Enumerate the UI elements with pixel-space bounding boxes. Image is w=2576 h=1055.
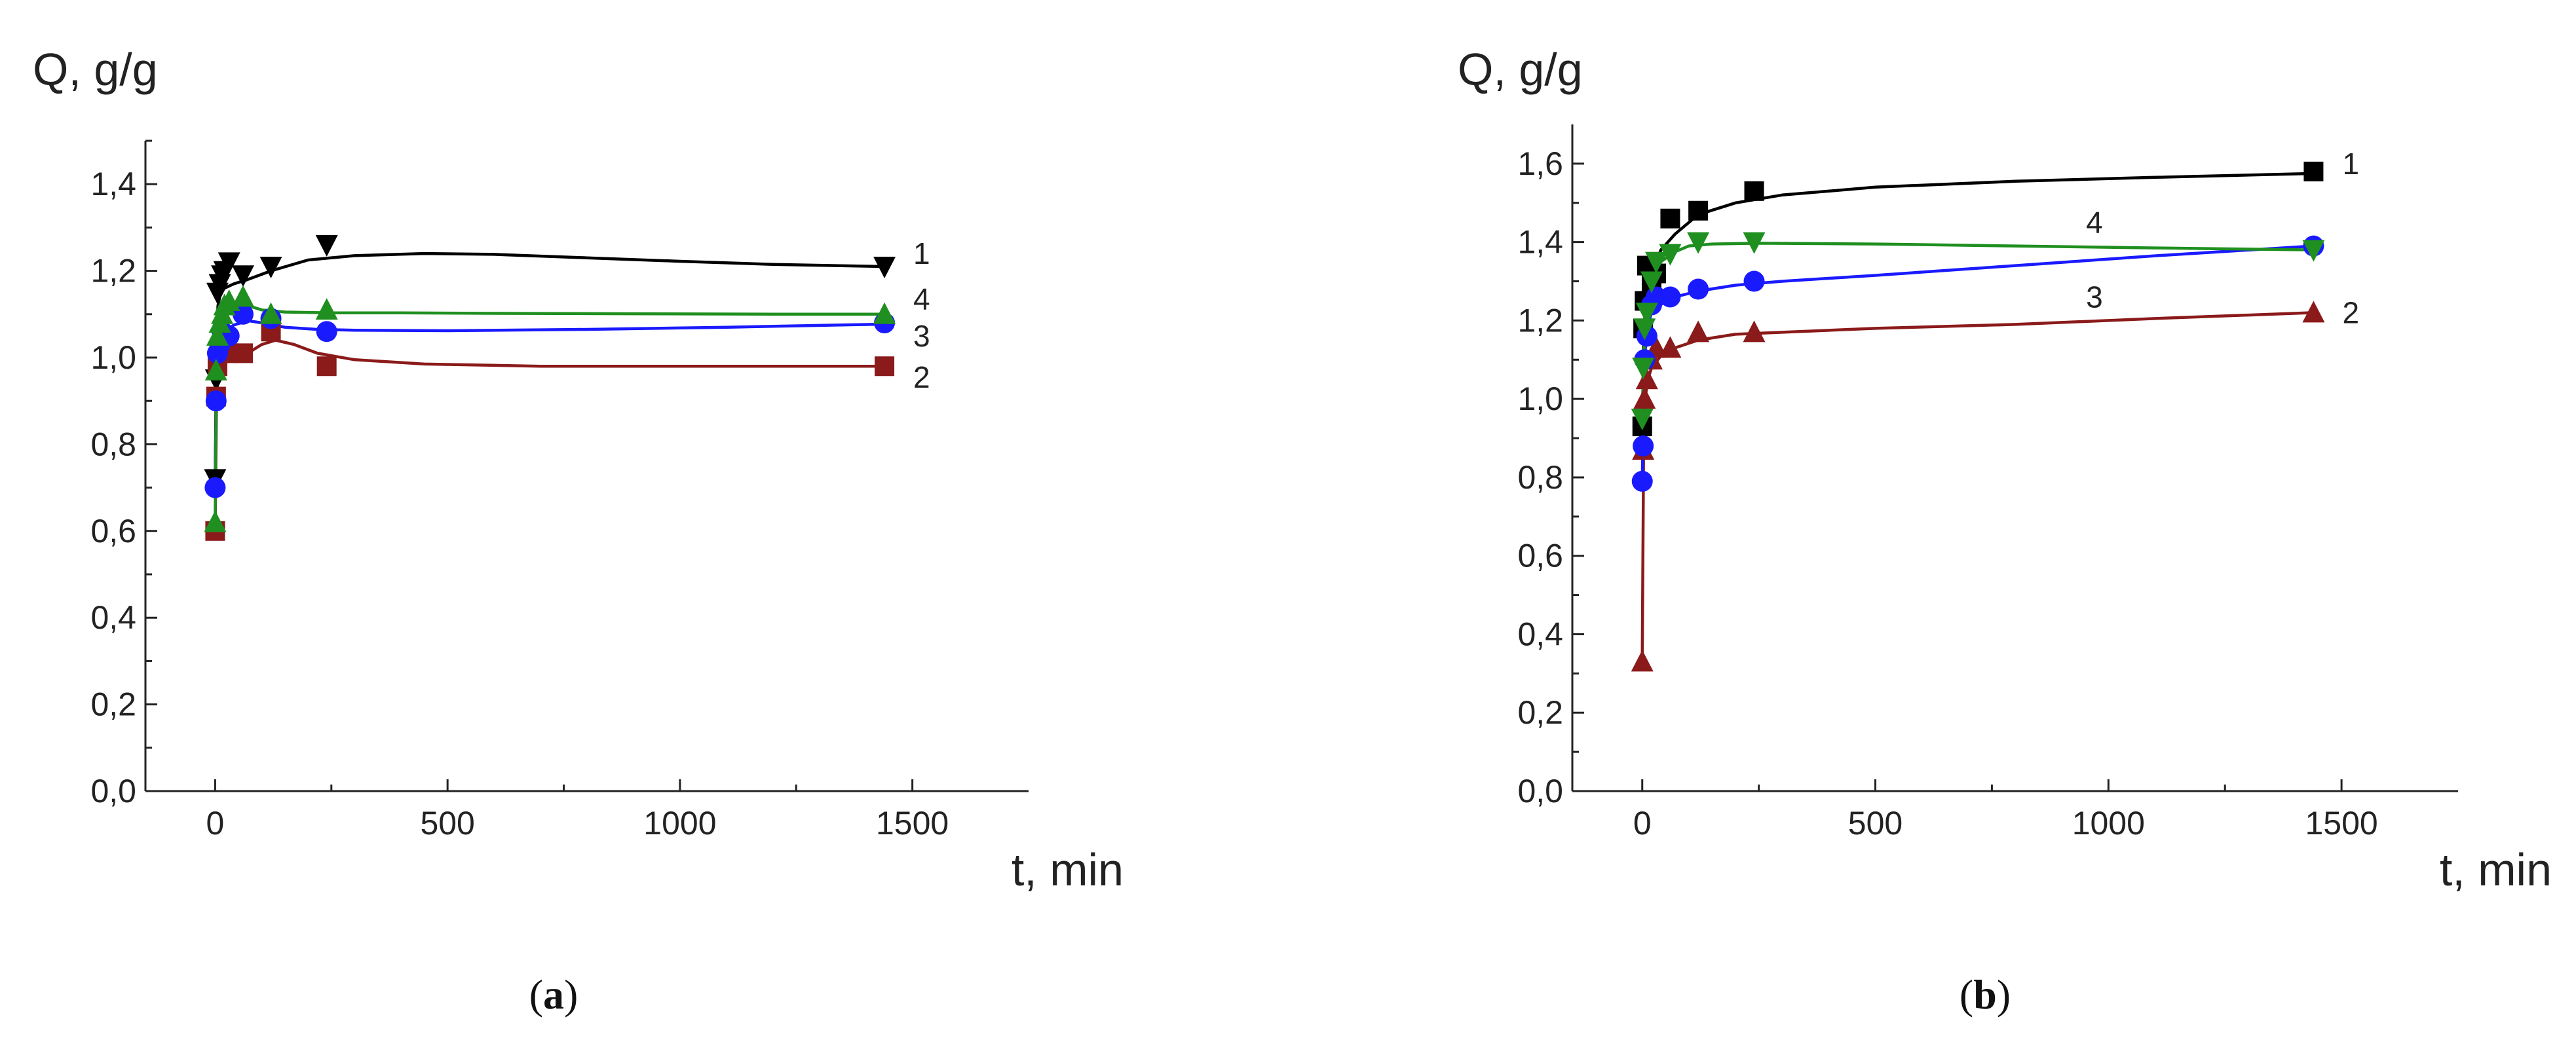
series-3-point bbox=[1659, 286, 1681, 308]
series-2-curve bbox=[214, 339, 885, 531]
y-axis-label: Q, g/g bbox=[1458, 44, 1583, 95]
series-4-label: 4 bbox=[2086, 206, 2103, 240]
panel-label-paren: ) bbox=[1997, 971, 2011, 1018]
y-tick-label: 0,6 bbox=[90, 513, 136, 549]
series-3-label: 3 bbox=[2086, 280, 2103, 314]
panel-label-a: (a) bbox=[529, 971, 578, 1018]
y-tick-label: 0,0 bbox=[90, 773, 136, 809]
y-axis-label: Q, g/g bbox=[33, 44, 158, 95]
x-tick-label: 1000 bbox=[2072, 805, 2145, 842]
panel-label-paren: ( bbox=[529, 971, 543, 1018]
series-3-label: 3 bbox=[913, 319, 930, 353]
series-4-point bbox=[1640, 271, 1663, 293]
series-4-point bbox=[1687, 232, 1710, 254]
series-4-point bbox=[206, 324, 229, 346]
series-2-point bbox=[233, 343, 253, 363]
series-2-point bbox=[316, 356, 337, 377]
x-tick-label: 1500 bbox=[876, 805, 949, 842]
series-4-point bbox=[2302, 240, 2325, 262]
series-1-label: 1 bbox=[2343, 147, 2360, 181]
y-tick-label: 1,6 bbox=[1517, 145, 1563, 182]
series-3-curve bbox=[214, 319, 885, 488]
series-1-point bbox=[1744, 181, 1764, 201]
series-4-label: 4 bbox=[913, 282, 930, 316]
x-tick-label: 0 bbox=[1633, 805, 1652, 842]
series-2-curve bbox=[1640, 311, 2314, 662]
series-2-point bbox=[875, 356, 895, 377]
y-tick-label: 1,0 bbox=[90, 339, 136, 376]
series-4-point bbox=[1645, 251, 1668, 274]
y-tick-label: 1,4 bbox=[1517, 224, 1563, 261]
series-4-point bbox=[873, 302, 896, 324]
series-4-point bbox=[1633, 318, 1656, 341]
series-2-point bbox=[1687, 320, 1710, 342]
series-2-point bbox=[1635, 367, 1658, 390]
y-tick-label: 0,8 bbox=[90, 426, 136, 462]
series-2-point bbox=[1633, 387, 1656, 409]
series-4-curve bbox=[214, 302, 885, 523]
series-2-point bbox=[2302, 301, 2325, 323]
panel-label-paren: ) bbox=[564, 971, 578, 1018]
series-4-point bbox=[315, 298, 338, 320]
series-2-label: 2 bbox=[2343, 295, 2360, 329]
series-4-point bbox=[204, 510, 227, 532]
x-tick-label: 1000 bbox=[643, 805, 716, 842]
panel-label-letter: b bbox=[1973, 971, 1997, 1018]
series-1-point bbox=[231, 265, 254, 287]
y-tick-label: 1,2 bbox=[1517, 302, 1563, 339]
series-2-point bbox=[1743, 320, 1766, 342]
series-3-point bbox=[1688, 278, 1709, 300]
series-3-curve bbox=[1640, 244, 2314, 481]
y-tick-label: 0,2 bbox=[90, 686, 136, 723]
series-4-point bbox=[204, 358, 227, 380]
series-3-point bbox=[1743, 270, 1765, 292]
series-3-point bbox=[1631, 470, 1653, 492]
x-axis-label: t, min bbox=[2440, 844, 2552, 895]
x-tick-label: 500 bbox=[420, 805, 474, 842]
series-4-point bbox=[1632, 358, 1655, 380]
series-1-point bbox=[259, 256, 282, 278]
panel-label-letter: a bbox=[543, 971, 564, 1018]
y-tick-label: 1,4 bbox=[90, 166, 136, 202]
series-4-point bbox=[1631, 409, 1654, 431]
series-2-point bbox=[1659, 336, 1682, 358]
series-3-point bbox=[316, 321, 337, 342]
series-3-point bbox=[205, 390, 227, 412]
series-1-curve bbox=[1640, 172, 2314, 431]
chart-panel-a: 0,0 0,2 0,4 0,6 0,8 1,0 1,2 1,4 0 500 1000 1500 Q, g… bbox=[33, 44, 1124, 895]
series-4-point bbox=[259, 302, 282, 324]
y-tick-label: 0,4 bbox=[1517, 616, 1563, 652]
x-axis-label: t, min bbox=[1012, 844, 1124, 895]
chart-panel-b: 0,0 0,2 0,4 0,6 0,8 1,0 1,2 1,4 1,6 0 500 1000 1500 Q… bbox=[1458, 44, 2552, 895]
series-2-point bbox=[1631, 650, 1654, 672]
y-tick-label: 0,2 bbox=[1517, 694, 1563, 731]
series-3-point bbox=[1633, 435, 1654, 457]
x-tick-label: 0 bbox=[206, 805, 225, 842]
series-4-point bbox=[1659, 244, 1682, 266]
x-tick-label: 500 bbox=[1848, 805, 1903, 842]
series-2-label: 2 bbox=[913, 360, 930, 394]
panel-label-paren: ( bbox=[1960, 971, 1973, 1018]
series-3-point bbox=[204, 477, 226, 498]
series-4-point bbox=[1635, 303, 1658, 325]
series-1-point bbox=[1660, 208, 1680, 229]
y-tick-label: 0,4 bbox=[90, 599, 136, 636]
y-tick-label: 1,2 bbox=[90, 253, 136, 289]
series-1-point bbox=[315, 234, 338, 257]
series-1-curve bbox=[214, 251, 885, 488]
series-1-point bbox=[2303, 161, 2324, 181]
series-4-point bbox=[231, 285, 254, 307]
panel-label-b: (b) bbox=[1960, 971, 2011, 1018]
series-1-point bbox=[873, 256, 896, 278]
series-1-point bbox=[218, 252, 240, 274]
y-tick-label: 0,0 bbox=[1517, 773, 1563, 809]
series-1-label: 1 bbox=[913, 236, 930, 270]
series-1-point bbox=[1688, 200, 1709, 221]
x-tick-label: 1500 bbox=[2305, 805, 2377, 842]
y-tick-label: 0,8 bbox=[1517, 459, 1563, 496]
y-tick-label: 0,6 bbox=[1517, 538, 1563, 574]
series-4-point bbox=[1743, 232, 1766, 254]
y-tick-label: 1,0 bbox=[1517, 380, 1563, 417]
